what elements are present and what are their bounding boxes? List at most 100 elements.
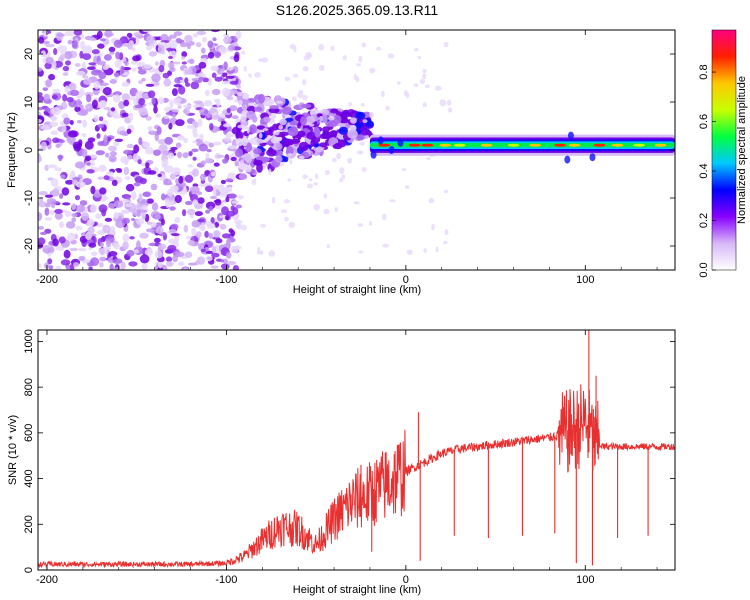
noise-blob bbox=[142, 141, 150, 148]
spectrogram-x-tick-label: 100 bbox=[576, 274, 594, 286]
signal-blob bbox=[258, 93, 265, 104]
noise-blob bbox=[247, 102, 255, 106]
noise-blob bbox=[342, 55, 347, 61]
noise-blob bbox=[283, 199, 290, 204]
noise-blob bbox=[222, 80, 231, 85]
noise-blob bbox=[75, 98, 82, 108]
noise-blob bbox=[79, 200, 88, 206]
noise-blob bbox=[167, 244, 177, 252]
noise-blob bbox=[214, 205, 222, 210]
noise-blob bbox=[169, 99, 174, 108]
noise-blob bbox=[96, 133, 101, 139]
noise-blob bbox=[190, 186, 200, 194]
noise-blob bbox=[47, 164, 58, 169]
noise-blob bbox=[39, 197, 43, 203]
noise-blob bbox=[314, 173, 319, 180]
signal-blob bbox=[283, 138, 294, 146]
noise-blob bbox=[316, 109, 323, 114]
noise-blob bbox=[64, 85, 70, 93]
noise-blob bbox=[359, 141, 366, 146]
noise-blob bbox=[55, 245, 65, 251]
noise-blob bbox=[52, 238, 59, 247]
noise-blob bbox=[220, 179, 226, 185]
noise-blob bbox=[192, 168, 199, 177]
noise-blob bbox=[382, 243, 390, 248]
figure-title: S126.2025.365.09.13.R11 bbox=[276, 2, 439, 18]
noise-blob bbox=[218, 46, 228, 54]
noise-blob bbox=[109, 151, 117, 157]
noise-blob bbox=[178, 85, 186, 95]
noise-blob bbox=[389, 199, 396, 203]
noise-blob bbox=[205, 201, 216, 210]
noise-blob bbox=[431, 223, 435, 231]
tone-hot-spot bbox=[654, 143, 667, 147]
noise-blob bbox=[126, 143, 134, 149]
noise-blob bbox=[38, 107, 44, 111]
noise-blob bbox=[127, 42, 133, 50]
noise-blob bbox=[67, 130, 78, 138]
noise-blob bbox=[93, 114, 100, 122]
noise-blob bbox=[139, 177, 147, 185]
noise-blob bbox=[62, 94, 68, 102]
noise-blob bbox=[82, 119, 87, 128]
noise-blob bbox=[80, 40, 86, 50]
noise-blob bbox=[137, 69, 147, 75]
spectrogram-x-ticks: -200 -100 0 100 bbox=[36, 30, 658, 286]
spectrogram-y-label: Frequency (Hz) bbox=[6, 112, 18, 188]
noise-blob bbox=[146, 35, 155, 45]
noise-blob bbox=[66, 97, 74, 103]
noise-blob bbox=[60, 259, 71, 266]
noise-blob bbox=[225, 178, 234, 183]
noise-blob bbox=[49, 121, 59, 127]
noise-blob bbox=[120, 65, 125, 75]
noise-blob bbox=[98, 116, 104, 122]
noise-blob bbox=[443, 41, 449, 48]
snr-spikes bbox=[360, 330, 649, 566]
noise-blob bbox=[71, 40, 78, 49]
tone-hot-spot bbox=[611, 143, 624, 147]
noise-blob bbox=[204, 157, 213, 164]
noise-blob bbox=[422, 102, 427, 108]
noise-blob bbox=[176, 135, 185, 141]
noise-blob bbox=[225, 132, 231, 140]
noise-blob bbox=[95, 150, 105, 156]
snr-x-tick-label: -100 bbox=[215, 574, 237, 586]
noise-blob bbox=[146, 198, 154, 204]
noise-blob bbox=[168, 201, 175, 206]
noise-blob bbox=[90, 257, 100, 266]
noise-blob bbox=[116, 168, 123, 173]
noise-blob bbox=[157, 139, 167, 145]
noise-blob bbox=[174, 216, 181, 224]
noise-blob bbox=[217, 65, 224, 69]
noise-blob bbox=[38, 263, 42, 269]
noise-blob bbox=[99, 261, 104, 268]
noise-blob bbox=[44, 194, 54, 198]
noise-blob bbox=[302, 66, 309, 72]
tone-ripple bbox=[397, 138, 404, 147]
noise-blob bbox=[199, 133, 204, 141]
noise-blob bbox=[348, 102, 353, 107]
noise-blob bbox=[50, 178, 59, 187]
noise-blob bbox=[142, 30, 153, 33]
tone-hot-spot bbox=[378, 143, 391, 147]
noise-blob bbox=[75, 181, 86, 188]
noise-blob bbox=[122, 72, 130, 76]
noise-blob bbox=[225, 240, 231, 249]
noise-blob bbox=[146, 221, 153, 225]
noise-blob bbox=[134, 104, 144, 109]
noise-blob bbox=[62, 202, 71, 206]
noise-blob bbox=[215, 154, 225, 158]
tone-hot-spot bbox=[439, 143, 452, 147]
noise-blob bbox=[177, 261, 185, 267]
noise-blob bbox=[425, 84, 430, 89]
noise-blob bbox=[222, 72, 228, 77]
noise-blob bbox=[109, 79, 118, 84]
noise-blob bbox=[434, 85, 442, 91]
noise-blob bbox=[186, 208, 196, 216]
spectrogram-image bbox=[38, 30, 675, 270]
snr-y-ticks: 0 200 400 600 800 1000 bbox=[23, 329, 675, 573]
noise-blob bbox=[158, 65, 165, 73]
noise-blob bbox=[230, 245, 239, 254]
noise-blob bbox=[158, 261, 163, 269]
